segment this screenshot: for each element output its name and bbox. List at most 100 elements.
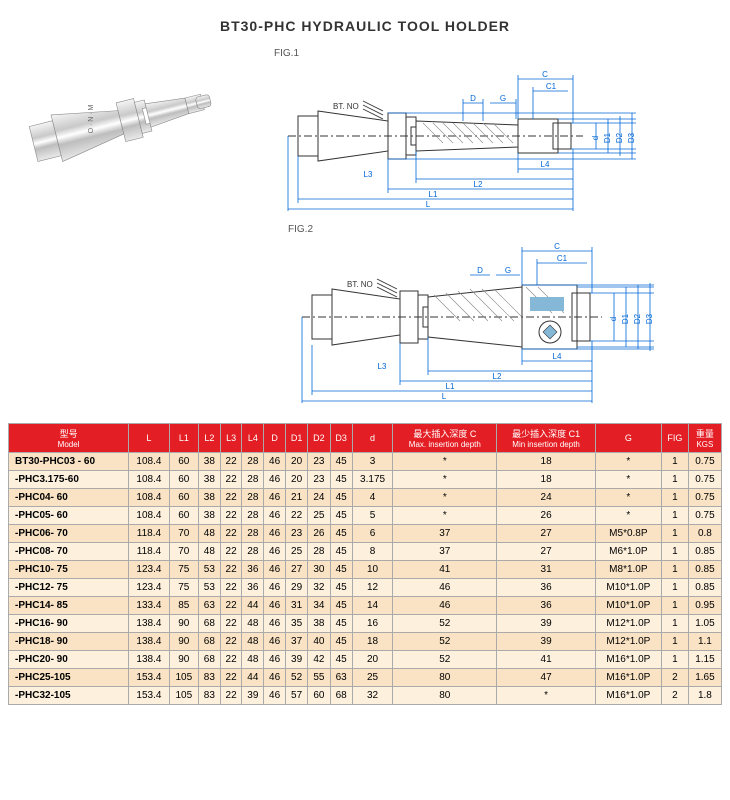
table-cell: 46 bbox=[264, 669, 286, 687]
table-cell: -PHC16- 90 bbox=[9, 615, 129, 633]
table-cell: 1 bbox=[661, 633, 688, 651]
table-cell: 80 bbox=[393, 669, 497, 687]
table-cell: 28 bbox=[308, 543, 330, 561]
table-cell: 46 bbox=[393, 597, 497, 615]
table-cell: 90 bbox=[169, 633, 198, 651]
table-row: BT30-PHC03 - 60108.460382228462023453*18… bbox=[9, 453, 722, 471]
col-header: L1 bbox=[169, 424, 198, 453]
col-header: D bbox=[264, 424, 286, 453]
svg-text:G: G bbox=[505, 266, 511, 275]
table-cell: -PHC05- 60 bbox=[9, 507, 129, 525]
fig1-row: O · N · M FIG.1 bbox=[8, 48, 722, 216]
table-cell: 48 bbox=[242, 633, 264, 651]
table-cell: 53 bbox=[198, 579, 220, 597]
table-cell: M8*1.0P bbox=[595, 561, 661, 579]
table-cell: 70 bbox=[169, 543, 198, 561]
table-cell: 85 bbox=[169, 597, 198, 615]
table-cell: 28 bbox=[242, 489, 264, 507]
table-row: -PHC25-105153.410583224446525563258047M1… bbox=[9, 669, 722, 687]
table-cell: 70 bbox=[169, 525, 198, 543]
table-cell: 4 bbox=[352, 489, 393, 507]
table-cell: -PHC20- 90 bbox=[9, 651, 129, 669]
table-cell: 1.8 bbox=[688, 687, 721, 705]
table-cell: 22 bbox=[220, 561, 242, 579]
table-cell: 28 bbox=[242, 543, 264, 561]
table-cell: * bbox=[595, 453, 661, 471]
table-cell: 1 bbox=[661, 489, 688, 507]
table-cell: M16*1.0P bbox=[595, 669, 661, 687]
table-cell: 23 bbox=[308, 453, 330, 471]
svg-text:C1: C1 bbox=[546, 82, 557, 91]
col-header: G bbox=[595, 424, 661, 453]
table-cell: 41 bbox=[497, 651, 596, 669]
table-cell: 39 bbox=[285, 651, 307, 669]
table-cell: 27 bbox=[285, 561, 307, 579]
table-cell: -PHC3.175-60 bbox=[9, 471, 129, 489]
table-row: -PHC05- 60108.460382228462225455*26*10.7… bbox=[9, 507, 722, 525]
table-cell: 6 bbox=[352, 525, 393, 543]
table-cell: * bbox=[595, 489, 661, 507]
col-header: 重量 KGS bbox=[688, 424, 721, 453]
table-cell: 55 bbox=[308, 669, 330, 687]
svg-text:L4: L4 bbox=[541, 160, 550, 169]
table-cell: 22 bbox=[220, 489, 242, 507]
table-cell: 22 bbox=[220, 579, 242, 597]
svg-text:d: d bbox=[591, 136, 600, 140]
table-cell: 31 bbox=[285, 597, 307, 615]
svg-text:L2: L2 bbox=[493, 372, 502, 381]
table-cell: * bbox=[393, 489, 497, 507]
table-cell: 0.85 bbox=[688, 561, 721, 579]
table-cell: 22 bbox=[220, 687, 242, 705]
table-cell: 1 bbox=[661, 597, 688, 615]
table-cell: 46 bbox=[393, 579, 497, 597]
table-cell: 83 bbox=[198, 687, 220, 705]
table-cell: 48 bbox=[198, 525, 220, 543]
table-row: -PHC3.175-60108.460382228462023453.175*1… bbox=[9, 471, 722, 489]
table-row: -PHC12- 75123.47553223646293245124636M10… bbox=[9, 579, 722, 597]
fig2-diagram: DG CC1 d D1 D2 D3 L4L3 L2L1L BT. NO bbox=[282, 237, 712, 407]
table-cell: 48 bbox=[242, 615, 264, 633]
table-cell: 44 bbox=[242, 669, 264, 687]
table-cell: 36 bbox=[497, 579, 596, 597]
table-cell: 46 bbox=[264, 525, 286, 543]
table-cell: 28 bbox=[242, 525, 264, 543]
table-cell: 52 bbox=[393, 615, 497, 633]
table-cell: 22 bbox=[220, 633, 242, 651]
svg-text:d: d bbox=[609, 317, 618, 321]
table-cell: -PHC04- 60 bbox=[9, 489, 129, 507]
table-cell: 52 bbox=[285, 669, 307, 687]
svg-text:C: C bbox=[542, 70, 548, 79]
table-cell: 60 bbox=[169, 489, 198, 507]
table-cell: * bbox=[393, 507, 497, 525]
table-cell: -PHC10- 75 bbox=[9, 561, 129, 579]
table-cell: 28 bbox=[242, 507, 264, 525]
svg-text:L1: L1 bbox=[446, 382, 455, 391]
col-header: L bbox=[129, 424, 170, 453]
table-cell: 35 bbox=[285, 615, 307, 633]
table-cell: * bbox=[393, 453, 497, 471]
table-cell: 38 bbox=[198, 507, 220, 525]
table-cell: M16*1.0P bbox=[595, 687, 661, 705]
table-cell: 38 bbox=[198, 489, 220, 507]
table-cell: 123.4 bbox=[129, 579, 170, 597]
table-cell: 45 bbox=[330, 597, 352, 615]
table-cell: 22 bbox=[220, 615, 242, 633]
table-row: -PHC04- 60108.460382228462124454*24*10.7… bbox=[9, 489, 722, 507]
svg-text:D3: D3 bbox=[645, 313, 654, 324]
table-cell: 2 bbox=[661, 669, 688, 687]
table-cell: -PHC25-105 bbox=[9, 669, 129, 687]
table-cell: 105 bbox=[169, 687, 198, 705]
table-cell: 37 bbox=[393, 543, 497, 561]
table-cell: 45 bbox=[330, 489, 352, 507]
col-header: L2 bbox=[198, 424, 220, 453]
svg-text:BT. NO: BT. NO bbox=[347, 280, 373, 289]
table-cell: 45 bbox=[330, 525, 352, 543]
table-cell: 46 bbox=[264, 579, 286, 597]
table-cell: 108.4 bbox=[129, 489, 170, 507]
table-cell: 14 bbox=[352, 597, 393, 615]
table-cell: 8 bbox=[352, 543, 393, 561]
table-row: -PHC18- 90138.49068224846374045185239M12… bbox=[9, 633, 722, 651]
svg-text:L3: L3 bbox=[364, 170, 373, 179]
table-cell: 26 bbox=[497, 507, 596, 525]
svg-text:BT. NO: BT. NO bbox=[333, 102, 359, 111]
